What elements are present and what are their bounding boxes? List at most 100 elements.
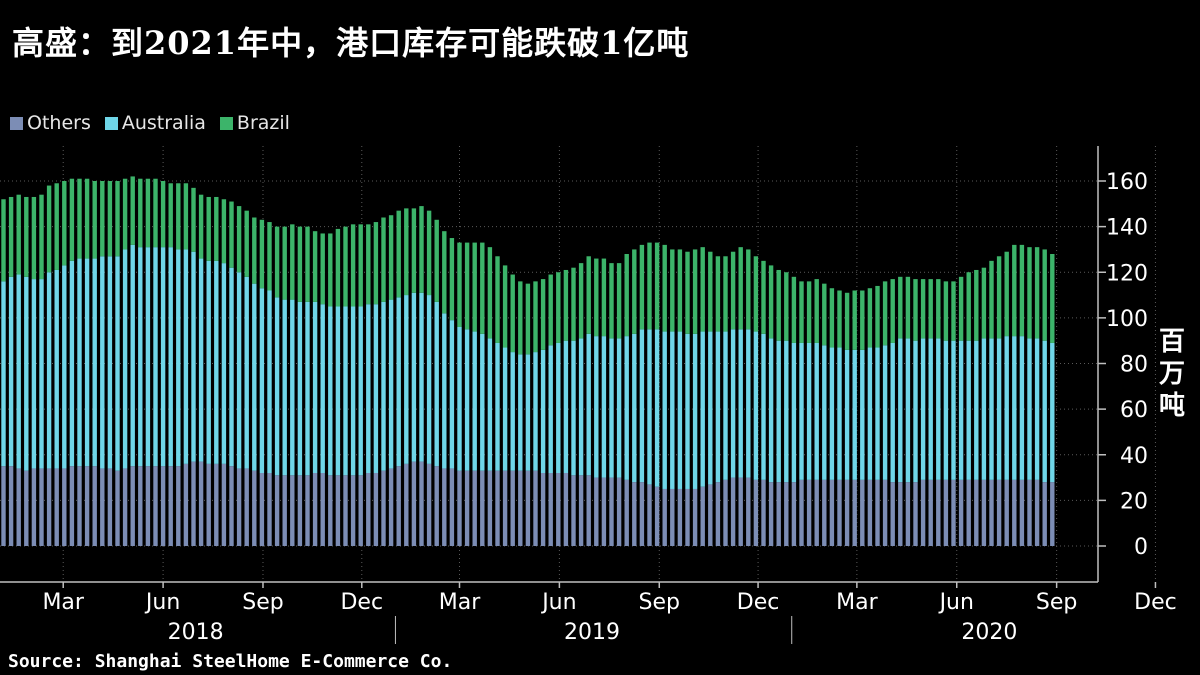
bar-brazil	[274, 226, 280, 298]
bar-brazil	[373, 222, 379, 305]
x-tick-label: Jun	[540, 590, 576, 615]
bar-brazil	[898, 276, 903, 339]
bar-others	[586, 475, 591, 546]
bar-others	[472, 470, 477, 546]
bar-australia	[1019, 336, 1025, 480]
bar-brazil	[563, 269, 569, 341]
y-tick-label: 140	[1106, 216, 1148, 241]
bar-others	[122, 468, 128, 546]
bar-others	[867, 479, 873, 546]
bar-australia	[913, 340, 918, 483]
bar-others	[700, 486, 705, 546]
bar-australia	[130, 244, 135, 467]
bar-brazil	[449, 238, 455, 321]
bar-australia	[122, 249, 128, 469]
bar-others	[1004, 479, 1009, 546]
bar-australia	[1042, 340, 1047, 483]
bar-others	[84, 466, 90, 546]
y-tick-label: 80	[1120, 353, 1148, 378]
bar-others	[647, 484, 652, 546]
bar-australia	[426, 295, 432, 464]
y-tick-label: 160	[1106, 170, 1148, 195]
bar-others	[442, 468, 447, 546]
bar-others	[183, 463, 189, 546]
bar-others	[844, 479, 850, 546]
bar-australia	[540, 349, 546, 473]
bar-others	[540, 473, 546, 546]
bar-brazil	[358, 224, 363, 307]
bar-others	[480, 470, 485, 546]
bar-brazil	[145, 178, 151, 248]
bar-brazil	[654, 242, 660, 330]
bar-brazil	[411, 208, 417, 293]
legend-swatch-others	[10, 116, 23, 130]
bar-brazil	[738, 247, 743, 330]
x-tick-label: Dec	[340, 590, 383, 615]
bar-brazil	[776, 269, 781, 341]
bar-brazil	[1019, 244, 1025, 337]
bar-others	[738, 477, 743, 546]
bar-australia	[366, 304, 371, 473]
bar-brazil	[662, 244, 667, 332]
bar-australia	[654, 329, 660, 487]
bar-australia	[449, 320, 455, 469]
bar-brazil	[609, 263, 614, 339]
bar-brazil	[844, 292, 850, 350]
bar-others	[905, 482, 911, 546]
bar-australia	[442, 313, 447, 469]
bar-australia	[791, 342, 797, 483]
bar-others	[229, 466, 234, 546]
x-tick-label: Sep	[1036, 590, 1077, 615]
bar-brazil	[419, 206, 424, 293]
bar-others	[958, 479, 964, 546]
bar-brazil	[312, 231, 318, 302]
bar-others	[191, 461, 196, 546]
bar-brazil	[168, 183, 173, 248]
bar-australia	[890, 342, 895, 483]
bar-brazil	[328, 233, 333, 307]
bar-others	[822, 479, 827, 546]
bar-others	[24, 470, 29, 546]
bar-others	[350, 475, 356, 546]
bar-brazil	[487, 247, 493, 339]
bar-australia	[267, 290, 272, 473]
bar-australia	[753, 331, 759, 480]
bar-brazil	[221, 199, 227, 264]
bar-australia	[806, 342, 812, 480]
bar-others	[996, 479, 1002, 546]
bar-others	[244, 468, 249, 546]
bar-australia	[282, 299, 287, 476]
bar-brazil	[548, 274, 553, 346]
bar-australia	[176, 249, 181, 467]
bar-others	[556, 473, 561, 546]
bar-brazil	[632, 249, 637, 334]
bar-others	[518, 470, 523, 546]
bar-australia	[457, 327, 462, 471]
y-tick-label: 20	[1120, 489, 1148, 514]
bar-australia	[206, 260, 211, 464]
bar-australia	[852, 349, 857, 480]
bar-brazil	[578, 263, 584, 339]
bar-brazil	[905, 276, 911, 339]
bar-others	[761, 479, 766, 546]
bar-australia	[738, 329, 743, 478]
bar-brazil	[556, 272, 561, 343]
bar-others	[890, 482, 895, 546]
bar-brazil	[730, 251, 736, 330]
bar-others	[632, 482, 637, 546]
bar-brazil	[996, 256, 1002, 339]
bar-brazil	[525, 283, 531, 355]
bar-brazil	[913, 279, 918, 341]
x-tick-label: Mar	[439, 590, 481, 615]
unit-char: 百	[1158, 327, 1185, 357]
bar-brazil	[1, 199, 6, 282]
bar-australia	[867, 347, 873, 480]
bar-brazil	[958, 276, 964, 341]
bar-others	[753, 479, 759, 546]
bar-australia	[981, 338, 987, 480]
bar-others	[305, 475, 310, 546]
bar-others	[39, 468, 44, 546]
bar-others	[396, 466, 401, 546]
bar-brazil	[69, 178, 75, 261]
